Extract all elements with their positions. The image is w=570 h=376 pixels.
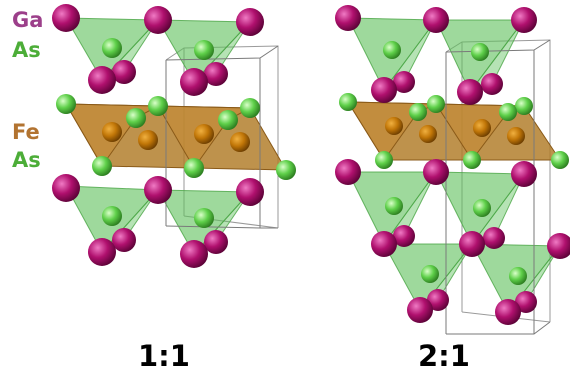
- ga-atom: [423, 7, 449, 33]
- ga-atom: [88, 66, 116, 94]
- as-atom: [499, 103, 517, 121]
- fe-atom: [102, 122, 122, 142]
- ga-atom: [393, 225, 415, 247]
- as-atom: [375, 151, 393, 169]
- as-atom: [92, 156, 112, 176]
- fe-atoms: [385, 117, 525, 145]
- fe-atom: [138, 130, 158, 150]
- as-atom: [276, 160, 296, 180]
- fe-atom: [507, 127, 525, 145]
- as-atom: [102, 38, 122, 58]
- as-atom: [509, 267, 527, 285]
- ga-atom: [407, 297, 433, 323]
- as-atom: [383, 41, 401, 59]
- ga-atom: [511, 7, 537, 33]
- fe-atom: [194, 124, 214, 144]
- as-atom: [385, 197, 403, 215]
- ga-atom: [52, 4, 80, 32]
- as-atom: [240, 98, 260, 118]
- ga-atom: [88, 238, 116, 266]
- ga-atom: [371, 77, 397, 103]
- ga-atom: [236, 8, 264, 36]
- as-atom: [427, 95, 445, 113]
- fe-atom: [385, 117, 403, 135]
- ga-atom: [180, 240, 208, 268]
- as-atoms: [339, 41, 569, 285]
- legend-ga-label: Ga: [12, 8, 44, 32]
- as-atom: [148, 96, 168, 116]
- legend-as-top-label: As: [12, 38, 41, 62]
- as-atom: [184, 158, 204, 178]
- ga-atom: [180, 68, 208, 96]
- legend-fe-label: Fe: [12, 120, 40, 144]
- ga-atom: [112, 60, 136, 84]
- as-atom: [126, 108, 146, 128]
- ga-atom: [236, 178, 264, 206]
- ga-atom: [112, 228, 136, 252]
- ga-atom: [204, 230, 228, 254]
- ga-atom: [547, 233, 570, 259]
- as-atom: [218, 110, 238, 130]
- ga-atom: [335, 159, 361, 185]
- as-atom: [421, 265, 439, 283]
- as-atom: [515, 97, 533, 115]
- as-atom: [194, 40, 214, 60]
- fe-atoms: [102, 122, 250, 152]
- ga-atom: [52, 174, 80, 202]
- caption-left: 1:1: [138, 339, 190, 373]
- as-atom: [471, 43, 489, 61]
- caption-right: 2:1: [418, 339, 470, 373]
- as-atom: [102, 206, 122, 226]
- as-atom: [551, 151, 569, 169]
- ga-atom: [423, 159, 449, 185]
- as-atom: [409, 103, 427, 121]
- ga-atoms: [335, 5, 570, 325]
- ga-atom: [515, 291, 537, 313]
- ga-atom: [483, 227, 505, 249]
- fe-atom: [419, 125, 437, 143]
- as-atom: [339, 93, 357, 111]
- fe-atom: [473, 119, 491, 137]
- ga-atoms: [52, 4, 264, 268]
- as-atom: [463, 151, 481, 169]
- ga-atom: [204, 62, 228, 86]
- as-atom: [194, 208, 214, 228]
- as-atom: [473, 199, 491, 217]
- ga-atom: [481, 73, 503, 95]
- structure-2-1: [335, 5, 570, 335]
- structure-1-1: [52, 4, 296, 268]
- ga-atom: [371, 231, 397, 257]
- ga-atom: [457, 79, 483, 105]
- as-atom: [56, 94, 76, 114]
- ga-atom: [393, 71, 415, 93]
- ga-atom: [495, 299, 521, 325]
- as-atoms: [56, 38, 296, 228]
- fe-atom: [230, 132, 250, 152]
- ga-atom: [459, 231, 485, 257]
- legend-as-bottom-label: As: [12, 148, 41, 172]
- ga-atom: [144, 176, 172, 204]
- ga-atom: [511, 161, 537, 187]
- ga-atom: [427, 289, 449, 311]
- ga-atom: [335, 5, 361, 31]
- ga-atom: [144, 6, 172, 34]
